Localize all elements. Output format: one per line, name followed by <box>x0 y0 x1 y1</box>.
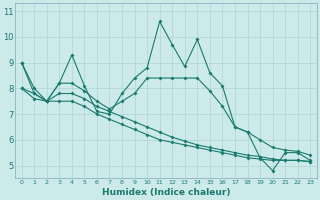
X-axis label: Humidex (Indice chaleur): Humidex (Indice chaleur) <box>102 188 230 197</box>
